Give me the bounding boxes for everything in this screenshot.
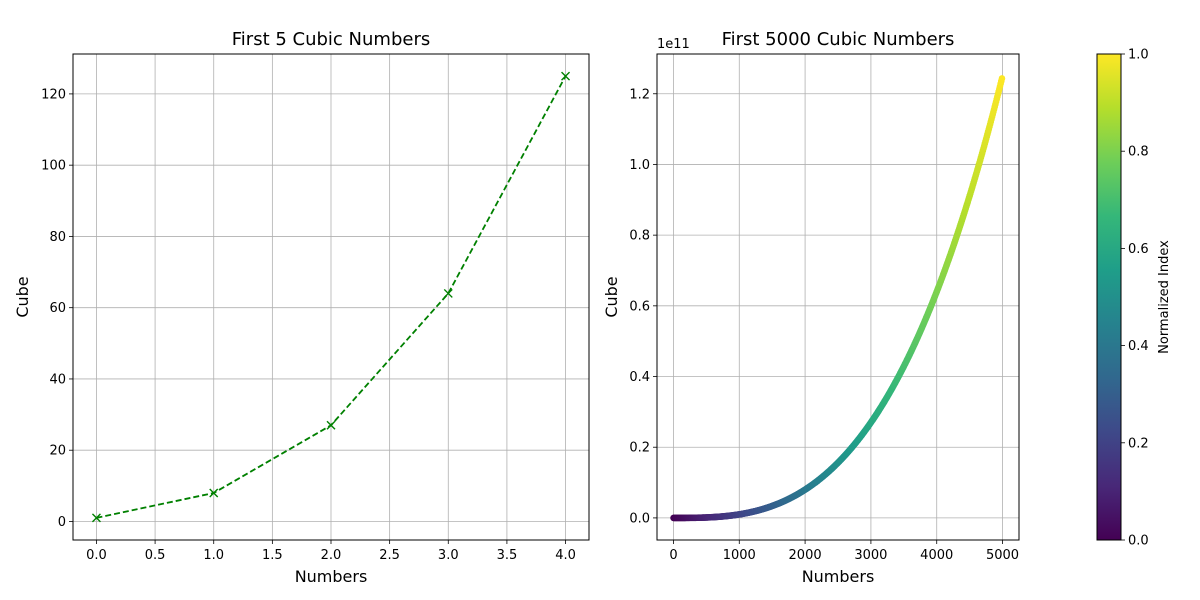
left-data-point: [209, 488, 219, 498]
left-chart-title: First 5 Cubic Numbers: [232, 29, 430, 50]
right-grid: [657, 54, 1019, 540]
left-x-tick-label: 0.0: [86, 548, 107, 563]
left-series: [91, 71, 571, 523]
right-data-point: [998, 75, 1006, 82]
right-ticks: 0 1000 2000 3000 4000 5000 0.0 0.2 0.4 0.6 0.8 1.0 1…: [629, 87, 1019, 563]
right-x-axis-label: Numbers: [802, 567, 875, 586]
left-y-tick-label: 100: [41, 159, 66, 174]
right-y-tick-label: 0.6: [629, 299, 650, 314]
left-data-point: [561, 71, 571, 81]
right-y-axis-label: Cube: [602, 276, 621, 317]
left-ticks: 0.0 0.5 1.0 1.5 2.0 2.5 3.0 3.5 4.0 0 20 40 60 80 100 1…: [41, 87, 576, 563]
left-data-point: [326, 420, 336, 430]
left-data-point: [443, 288, 453, 298]
right-x-tick-label: 3000: [854, 548, 887, 563]
right-chart: 0 1000 2000 3000 4000 5000 0.0 0.2 0.4 0.6 0.8 1.0 1…: [602, 29, 1020, 586]
left-data-point: [91, 513, 101, 523]
right-x-tick-label: 1000: [723, 548, 756, 563]
right-axes-frame: [656, 53, 1020, 541]
left-x-tick-label: 1.0: [203, 548, 224, 563]
left-grid: [73, 54, 589, 540]
right-y-offset-label: 1e11: [657, 37, 690, 52]
colorbar-label: Normalized Index: [1157, 240, 1172, 354]
left-x-tick-label: 3.0: [438, 548, 459, 563]
colorbar-tick-label: 0.0: [1128, 534, 1149, 549]
left-x-tick-label: 2.5: [379, 548, 400, 563]
left-y-tick-label: 20: [49, 444, 66, 459]
left-y-tick-label: 60: [49, 301, 66, 316]
left-x-tick-label: 1.5: [262, 548, 283, 563]
colorbar-tick-label: 0.2: [1128, 436, 1149, 451]
right-y-tick-label: 0.2: [629, 441, 650, 456]
left-y-tick-label: 120: [41, 87, 66, 102]
left-x-tick-label: 3.5: [497, 548, 518, 563]
right-x-tick-label: 0: [669, 548, 677, 563]
right-y-tick-label: 1.0: [629, 158, 650, 173]
colorbar-gradient: [1096, 53, 1122, 541]
left-x-tick-label: 4.0: [555, 548, 576, 563]
right-y-tick-label: 0.0: [629, 511, 650, 526]
left-axes-frame: [72, 53, 590, 541]
colorbar-tick-label: 1.0: [1128, 48, 1149, 63]
left-x-axis-label: Numbers: [295, 567, 368, 586]
right-series: [670, 75, 1006, 522]
right-x-tick-label: 2000: [789, 548, 822, 563]
right-y-tick-label: 1.2: [629, 87, 650, 102]
colorbar-ticks: 0.0 0.2 0.4 0.6 0.8 1.0: [1121, 48, 1149, 549]
colorbar: 0.0 0.2 0.4 0.6 0.8 1.0 Normalized Index: [1096, 48, 1172, 549]
left-x-tick-label: 2.0: [321, 548, 342, 563]
left-y-tick-label: 0: [58, 515, 66, 530]
left-y-axis-label: Cube: [13, 276, 32, 317]
left-y-tick-label: 40: [49, 372, 66, 387]
left-y-tick-label: 80: [49, 230, 66, 245]
colorbar-tick-label: 0.4: [1128, 339, 1149, 354]
right-x-tick-label: 4000: [920, 548, 953, 563]
right-y-tick-label: 0.4: [629, 370, 650, 385]
colorbar-tick-label: 0.6: [1128, 242, 1149, 257]
colorbar-tick-label: 0.8: [1128, 145, 1149, 160]
left-x-tick-label: 0.5: [145, 548, 166, 563]
right-x-tick-label: 5000: [986, 548, 1019, 563]
right-chart-title: First 5000 Cubic Numbers: [722, 29, 955, 50]
left-chart: 0.0 0.5 1.0 1.5 2.0 2.5 3.0 3.5 4.0 0 20 40 60 80 100 1…: [13, 29, 590, 586]
right-y-tick-label: 0.8: [629, 229, 650, 244]
